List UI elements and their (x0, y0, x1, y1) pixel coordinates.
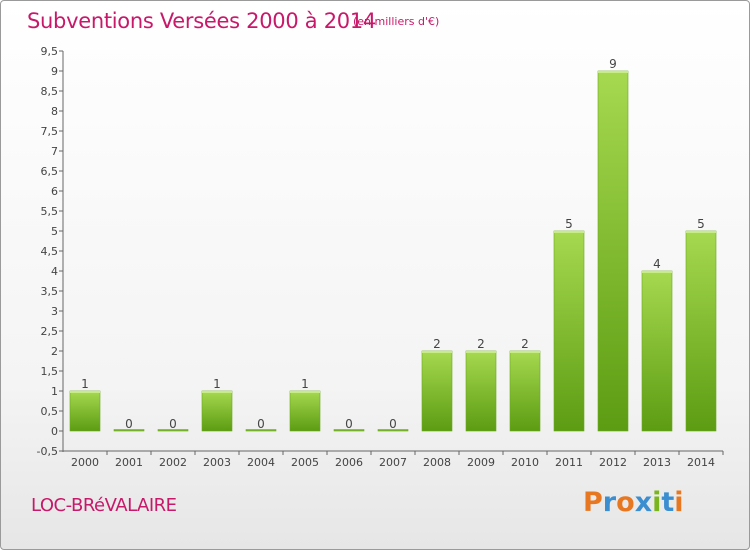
x-tick-label: 2005 (291, 456, 319, 469)
value-label-2006: 0 (345, 417, 353, 431)
bar-highlight (70, 391, 100, 393)
value-label-2007: 0 (389, 417, 397, 431)
bar-highlight (466, 351, 496, 353)
value-label-2004: 0 (257, 417, 265, 431)
y-tick-label: 1 (51, 385, 58, 398)
logo-letter: x (634, 487, 653, 518)
value-label-2013: 4 (653, 257, 661, 271)
y-tick-label: 3 (51, 305, 58, 318)
chart-subtitle: (en milliers d'€) (353, 15, 440, 28)
bar-highlight (686, 231, 716, 233)
value-label-2005: 1 (301, 377, 309, 391)
y-tick-label: 8,5 (41, 85, 59, 98)
logo-letter: r (602, 487, 617, 518)
y-tick-label: 6 (51, 185, 58, 198)
y-tick-label: 4 (51, 265, 58, 278)
bar-highlight (510, 351, 540, 353)
bar-2005 (289, 390, 321, 432)
value-label-2002: 0 (169, 417, 177, 431)
bar-2002 (157, 429, 189, 432)
value-label-2012: 9 (609, 57, 617, 71)
x-tick-label: 2014 (687, 456, 715, 469)
bar-2008 (421, 350, 453, 432)
value-label-2008: 2 (433, 337, 441, 351)
x-tick-label: 2000 (71, 456, 99, 469)
bar-2004 (245, 429, 277, 432)
x-tick-label: 2002 (159, 456, 187, 469)
x-tick-label: 2009 (467, 456, 495, 469)
y-tick-label: 0,5 (41, 405, 59, 418)
bar-2009 (465, 350, 497, 432)
bar-2001 (113, 429, 145, 432)
y-tick-label: 9 (51, 65, 58, 78)
bar-highlight (554, 231, 584, 233)
y-tick-label: 6,5 (41, 165, 59, 178)
value-label-2003: 1 (213, 377, 221, 391)
y-tick-label: 2 (51, 345, 58, 358)
bar-2007 (377, 429, 409, 432)
bar-2014 (685, 230, 717, 432)
x-tick-label: 2006 (335, 456, 363, 469)
value-label-2001: 0 (125, 417, 133, 431)
y-tick-label: 0 (51, 425, 58, 438)
y-tick-label: 5 (51, 225, 58, 238)
x-tick-label: 2011 (555, 456, 583, 469)
x-tick-label: 2008 (423, 456, 451, 469)
y-tick-label: 5,5 (41, 205, 59, 218)
bars-group (69, 70, 717, 432)
value-label-2010: 2 (521, 337, 529, 351)
y-tick-label: 7,5 (41, 125, 59, 138)
y-tick-label: -0,5 (37, 445, 58, 458)
value-label-2014: 5 (697, 217, 705, 231)
y-tick-label: 9,5 (41, 45, 59, 58)
labels-group: 1 0 0 1 0 1 0 0 2 2 2 5 9 4 5 (81, 57, 705, 431)
logo-letter: P (583, 487, 603, 518)
bar-2010 (509, 350, 541, 432)
x-tick-label: 2001 (115, 456, 143, 469)
logo-letter: t (661, 487, 675, 518)
x-tick-label: 2013 (643, 456, 671, 469)
y-tick-label: 1,5 (41, 365, 59, 378)
bar-2003 (201, 390, 233, 432)
x-tick-label: 2012 (599, 456, 627, 469)
logo-letter: i (652, 487, 662, 518)
bar-2012 (597, 70, 629, 432)
proxiti-logo: Proxiti (583, 487, 684, 518)
chart-title: Subventions Versées 2000 à 2014 (27, 9, 376, 33)
bar-highlight (598, 71, 628, 73)
bar-2006 (333, 429, 365, 432)
x-tick-label: 2010 (511, 456, 539, 469)
bar-2000 (69, 390, 101, 432)
y-tick-label: 7 (51, 145, 58, 158)
axes: -0,5 0 0,5 1 1,5 2 2,5 3 3,5 4 4,5 5 5,5 6 6,5 7 7,5 8 8,5… (37, 45, 724, 469)
value-label-2009: 2 (477, 337, 485, 351)
x-tick-label: 2007 (379, 456, 407, 469)
bar-highlight (290, 391, 320, 393)
x-tick-label: 2003 (203, 456, 231, 469)
y-tick-label: 2,5 (41, 325, 59, 338)
value-label-2000: 1 (81, 377, 89, 391)
bar-2011 (553, 230, 585, 432)
bar-highlight (642, 271, 672, 273)
commune-name: LOC-BRéVALAIRE (31, 495, 177, 516)
x-tick-label: 2004 (247, 456, 275, 469)
logo-letter: i (674, 487, 684, 518)
bar-2013 (641, 270, 673, 432)
value-label-2011: 5 (565, 217, 573, 231)
bar-highlight (422, 351, 452, 353)
y-tick-label: 4,5 (41, 245, 59, 258)
y-tick-label: 8 (51, 105, 58, 118)
logo-letter: o (616, 487, 635, 518)
bar-highlight (202, 391, 232, 393)
y-tick-label: 3,5 (41, 285, 59, 298)
